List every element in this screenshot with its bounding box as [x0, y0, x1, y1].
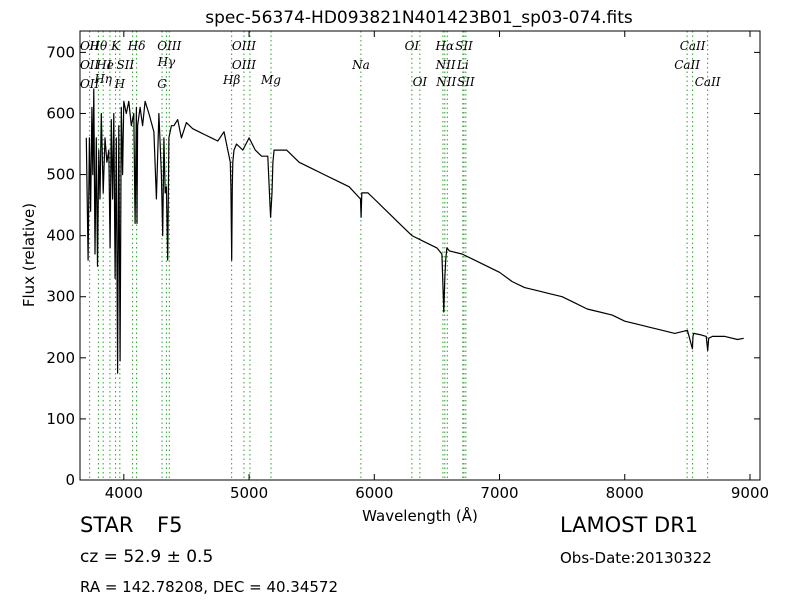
object-subclass: F5 [157, 513, 183, 537]
line-label-1: OII [80, 58, 100, 72]
observation-date: Obs-Date:20130322 [560, 549, 712, 567]
spectrum-line [85, 88, 744, 374]
line-label-3: Hθ [89, 39, 108, 53]
y-tick-label-500: 500 [46, 166, 75, 184]
line-label-6: I [106, 58, 112, 72]
y-tick-label-400: 400 [46, 227, 75, 245]
y-tick-label-0: 0 [65, 471, 75, 489]
line-label-17: Mg [260, 73, 281, 87]
line-label-27: CaII [680, 39, 706, 53]
line-label-0: OII [80, 39, 100, 53]
emission-line-markers [89, 31, 709, 480]
line-label-29: CaII [695, 75, 721, 89]
line-label-8: SII [116, 58, 134, 72]
line-label-28: CaII [674, 58, 700, 72]
line-label-26: SII [457, 75, 475, 89]
line-label-7: K [110, 39, 121, 53]
chart-title: spec-56374-HD093821N401423B01_sp03-074.f… [205, 8, 633, 28]
x-tick-label-6000: 6000 [355, 484, 393, 502]
line-label-20: OI [413, 75, 428, 89]
x-tick-label-8000: 8000 [606, 484, 644, 502]
line-label-15: OIII [232, 58, 256, 72]
y-tick-label-200: 200 [46, 349, 75, 367]
object-type: STAR [80, 513, 134, 537]
line-label-25: NII [435, 75, 456, 89]
line-label-10: Hδ [127, 39, 146, 53]
axis-ticks: 4000 5000 6000 7000 8000 9000 0 100 200 300 400 500… [46, 31, 769, 502]
x-tick-label-7000: 7000 [480, 484, 518, 502]
line-label-9: H [114, 77, 126, 91]
x-tick-label-5000: 5000 [230, 484, 268, 502]
y-tick-label-300: 300 [46, 288, 75, 306]
survey-name: LAMOST DR1 [560, 513, 699, 537]
line-label-16: Hβ [222, 73, 240, 87]
line-label-24: Li [456, 58, 469, 72]
redshift-value: cz = 52.9 ± 0.5 [80, 547, 214, 567]
line-label-21: Hα [435, 39, 455, 53]
line-label-13: G [157, 77, 167, 91]
line-label-14: OIII [232, 39, 256, 53]
x-tick-label-4000: 4000 [105, 484, 143, 502]
line-label-2: OII [80, 77, 100, 91]
x-axis-label: Wavelength (Å) [362, 506, 478, 525]
plot-frame [79, 30, 761, 481]
line-label-22: SII [455, 39, 473, 53]
y-tick-label-100: 100 [46, 410, 75, 428]
y-axis-label: Flux (relative) [20, 203, 38, 307]
line-label-23: NII [435, 58, 456, 72]
y-tick-label-600: 600 [46, 104, 75, 122]
line-label-18: Na [351, 58, 370, 72]
line-label-11: OIII [157, 39, 181, 53]
coordinates: RA = 142.78208, DEC = 40.34572 [80, 578, 339, 596]
x-tick-label-9000: 9000 [731, 484, 769, 502]
spectrum-series [85, 88, 744, 374]
line-label-19: OI [405, 39, 420, 53]
y-tick-label-700: 700 [46, 43, 75, 61]
line-label-4: Hη [93, 72, 112, 86]
line-label-5: He [95, 58, 114, 72]
line-label-12: Hγ [157, 55, 176, 69]
